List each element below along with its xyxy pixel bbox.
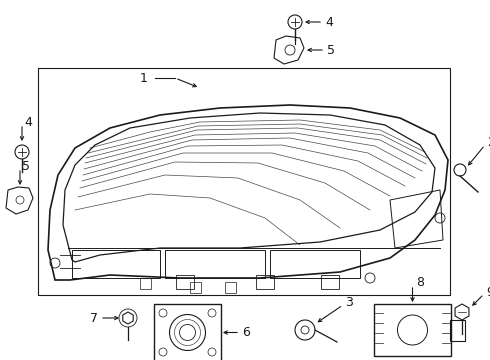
Text: 8: 8 bbox=[416, 276, 424, 289]
Text: 2: 2 bbox=[487, 135, 490, 148]
Text: 4: 4 bbox=[325, 15, 333, 28]
Text: 3: 3 bbox=[345, 297, 353, 310]
Text: 7: 7 bbox=[90, 311, 98, 324]
Text: 1: 1 bbox=[140, 72, 148, 85]
Text: 4: 4 bbox=[24, 116, 32, 129]
Text: 5: 5 bbox=[22, 159, 30, 172]
Text: 9: 9 bbox=[486, 285, 490, 298]
Text: 5: 5 bbox=[327, 44, 335, 57]
Text: 6: 6 bbox=[242, 326, 250, 339]
